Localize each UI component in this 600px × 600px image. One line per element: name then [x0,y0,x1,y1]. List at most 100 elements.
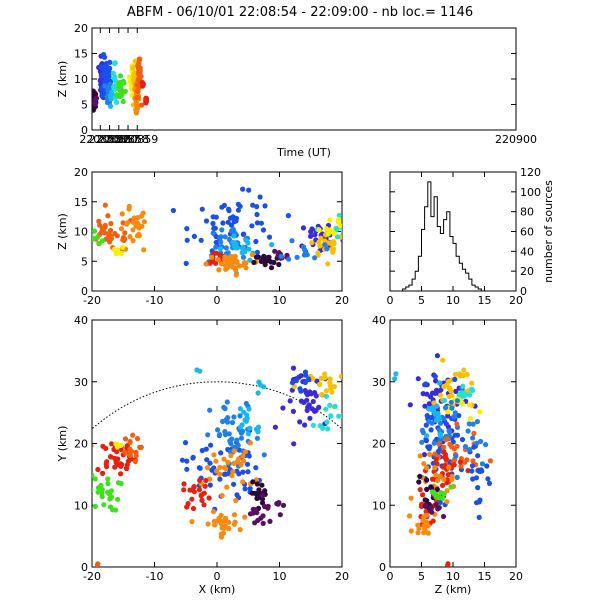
source-point [207,407,213,413]
source-point [114,233,120,239]
source-point [253,465,259,471]
source-point [199,206,205,212]
source-point [113,441,119,447]
source-point [471,430,477,436]
source-point [255,517,261,524]
source-point [325,231,331,237]
source-point [217,471,223,477]
source-point [289,238,295,244]
source-point [242,486,248,492]
source-point [217,432,223,438]
source-point [443,456,450,462]
source-point [294,254,300,260]
source-point [323,226,329,232]
source-point [134,95,140,101]
source-point [217,246,223,252]
source-point [127,452,133,458]
source-point [250,506,256,512]
source-point [210,509,217,515]
x-tick-label: 20 [335,570,349,583]
source-point [392,376,398,382]
source-point [190,454,196,460]
x-tick-label: 5 [418,294,425,307]
source-point [445,409,451,415]
source-point [214,468,220,474]
source-point [332,403,338,409]
source-point [331,246,337,252]
source-point [431,440,437,446]
source-point [218,534,225,540]
source-point [341,229,342,234]
source-point [99,72,105,78]
source-point [139,223,145,229]
source-point [122,230,128,236]
source-point [423,502,429,508]
source-point [213,260,219,266]
source-point [243,260,249,266]
source-point [327,383,334,389]
source-point [274,501,280,507]
y-tick-label: 20 [520,265,534,278]
source-point [230,226,236,232]
source-point [108,103,114,109]
source-point [101,52,107,58]
source-point [438,392,444,398]
source-point [424,413,430,419]
source-point [457,459,464,465]
source-point [425,523,431,529]
source-point [184,466,190,472]
source-point [114,99,120,105]
source-point [230,469,236,475]
x-tick-label: 220857 [98,133,140,146]
source-point [344,393,349,398]
source-point [133,453,139,459]
source-point [203,261,209,267]
y-tick-label: 100 [520,186,541,199]
source-point [442,463,448,469]
source-point [427,451,433,457]
source-point [297,419,303,425]
source-point [298,398,304,404]
source-point [134,436,141,442]
x-tick-label: 20 [509,570,523,583]
source-point [336,216,342,222]
source-point [92,472,95,478]
source-point [231,448,237,454]
source-point [105,476,111,482]
source-point [206,495,212,501]
source-point [258,220,264,226]
source-point [183,260,189,266]
source-point [249,252,255,258]
source-point [238,435,245,441]
source-point [118,442,124,448]
source-point [454,398,460,404]
source-point [136,233,142,239]
source-point [479,461,485,467]
source-point [322,375,328,381]
x-tick-label: 0 [387,294,394,307]
source-point [421,452,427,458]
source-point [184,458,190,464]
source-point [416,479,422,485]
source-point [204,465,210,471]
x-tick-label: 5 [418,570,425,583]
source-point [102,222,108,228]
source-point [134,82,140,88]
source-point [201,502,207,508]
source-point [310,422,316,428]
source-point [286,256,292,262]
source-point [306,402,312,408]
source-point [259,482,265,488]
source-point [316,404,322,410]
source-point [476,514,482,521]
source-point [255,424,262,430]
source-point [187,487,193,493]
source-point [426,444,432,450]
source-point [443,421,449,427]
source-point [445,413,451,419]
source-point [213,250,219,256]
source-point [460,383,466,389]
source-point [118,446,124,453]
source-point [340,235,342,241]
source-point [99,486,105,493]
